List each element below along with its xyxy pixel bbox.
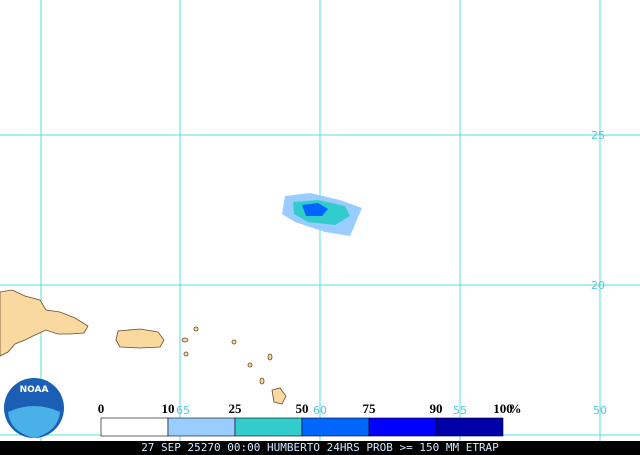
puerto-rico [115, 328, 165, 349]
legend-swatch [435, 417, 504, 437]
lon-label: 50 [593, 404, 607, 417]
legend-unit: % [509, 401, 522, 416]
lon-label: 55 [453, 404, 467, 417]
island [231, 339, 237, 345]
legend: 0 10 25 50 75 90 100% [98, 401, 522, 437]
legend-tick: 0 [98, 401, 105, 416]
land [0, 289, 287, 405]
logo: NOAA [4, 378, 64, 438]
island [183, 351, 189, 357]
island [267, 353, 273, 361]
caption: 27 SEP 25270 00:00 HUMBERTO 24HRS PROB >… [141, 441, 499, 454]
lat-label: 20 [591, 279, 605, 292]
island [271, 387, 287, 405]
island [247, 362, 253, 368]
legend-tick: 100 [493, 401, 513, 416]
hispaniola [0, 289, 89, 357]
legend-swatch [301, 417, 370, 437]
island [259, 377, 265, 385]
lat-label: 25 [591, 129, 605, 142]
grid [0, 0, 640, 441]
prob-50 [302, 203, 328, 216]
probability-area [282, 193, 362, 236]
legend-swatch [167, 417, 236, 437]
legend-tick: 50 [296, 401, 309, 416]
legend-swatch [368, 417, 437, 437]
logo-text: NOAA [20, 385, 49, 395]
caption-bar [0, 441, 640, 455]
legend-tick: 75 [363, 401, 377, 416]
island [181, 337, 189, 343]
legend-swatch [234, 417, 303, 437]
lon-label: 60 [313, 404, 327, 417]
logo-wave [8, 406, 60, 438]
legend-tick: 90 [430, 401, 443, 416]
legend-tick: 25 [229, 401, 243, 416]
island [193, 326, 199, 332]
legend-swatch [100, 417, 169, 437]
lon-label: 65 [176, 404, 190, 417]
grid-labels: 25 20 65 60 55 50 [176, 129, 607, 417]
legend-tick: 10 [162, 401, 175, 416]
